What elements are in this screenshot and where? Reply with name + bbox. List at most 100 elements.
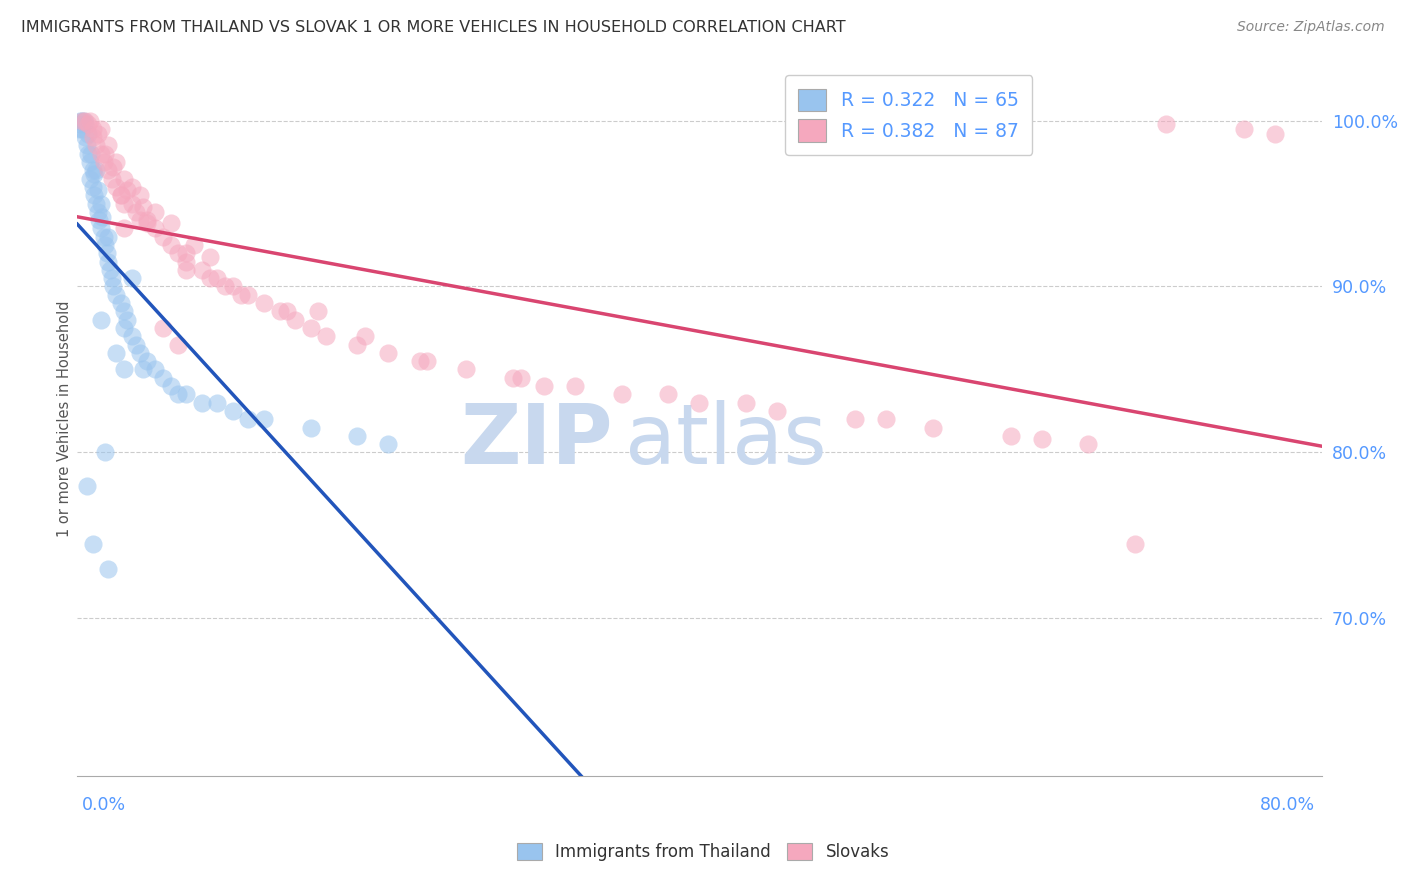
Point [689,395,711,409]
Text: ZIP: ZIP [460,401,613,481]
Point [408,354,430,368]
Point [152,321,174,335]
Point [284,312,307,326]
Point [86,183,108,197]
Point [159,238,181,252]
Point [564,379,586,393]
Point [269,304,291,318]
Point [76,478,98,492]
Point [112,321,135,335]
Text: atlas: atlas [624,401,827,481]
Point [502,370,524,384]
Point [90,196,112,211]
Point [299,420,322,434]
Point [174,387,197,401]
Point [167,246,190,260]
Point [97,163,120,178]
Point [86,204,108,219]
Point [207,395,229,409]
Point [87,213,110,227]
Point [128,188,150,202]
Point [198,250,221,264]
Point [97,561,120,575]
Point [416,354,439,368]
Point [70,121,93,136]
Point [83,188,105,202]
Point [238,287,260,301]
Point [152,229,174,244]
Point [533,379,555,393]
Point [101,279,124,293]
Point [90,146,112,161]
Point [377,346,399,360]
Point [121,329,143,343]
Point [75,117,97,131]
Legend: Immigrants from Thailand, Slovaks: Immigrants from Thailand, Slovaks [510,836,896,868]
Point [207,271,229,285]
Point [159,216,181,230]
Point [90,312,112,326]
Text: 80.0%: 80.0% [1260,796,1315,814]
Point [136,354,159,368]
Point [128,213,150,227]
Point [307,304,329,318]
Point [115,183,138,197]
Point [159,379,181,393]
Point [70,113,93,128]
Point [191,395,214,409]
Point [80,146,103,161]
Point [299,321,322,335]
Point [79,113,101,128]
Point [125,204,148,219]
Point [657,387,679,401]
Point [152,370,174,384]
Point [167,337,190,351]
Point [67,121,90,136]
Point [84,163,107,178]
Point [77,117,100,131]
Point [143,204,166,219]
Point [75,130,97,145]
Point [110,188,132,202]
Point [253,296,276,310]
Point [191,263,214,277]
Point [110,296,132,310]
Point [136,216,159,230]
Y-axis label: 1 or more Vehicles in Household: 1 or more Vehicles in Household [56,301,72,538]
Point [70,113,93,128]
Point [79,171,101,186]
Point [112,362,135,376]
Point [84,138,107,153]
Point [377,437,399,451]
Point [121,180,143,194]
Point [77,146,100,161]
Point [75,113,97,128]
Point [1154,117,1177,131]
Point [125,337,148,351]
Point [82,537,104,551]
Point [110,188,132,202]
Point [921,420,943,434]
Text: Source: ZipAtlas.com: Source: ZipAtlas.com [1237,20,1385,34]
Point [105,180,128,194]
Point [735,395,758,409]
Point [93,229,115,244]
Point [1000,429,1022,443]
Point [253,412,276,426]
Point [346,337,368,351]
Point [82,121,104,136]
Point [1264,127,1286,141]
Point [214,279,236,293]
Point [83,167,105,181]
Point [69,113,91,128]
Point [105,287,128,301]
Point [1233,121,1256,136]
Point [90,221,112,235]
Point [97,138,120,153]
Point [174,263,197,277]
Point [91,210,114,224]
Legend: R = 0.322   N = 65, R = 0.382   N = 87: R = 0.322 N = 65, R = 0.382 N = 87 [785,76,1032,155]
Point [238,412,260,426]
Point [82,180,104,194]
Point [97,254,120,268]
